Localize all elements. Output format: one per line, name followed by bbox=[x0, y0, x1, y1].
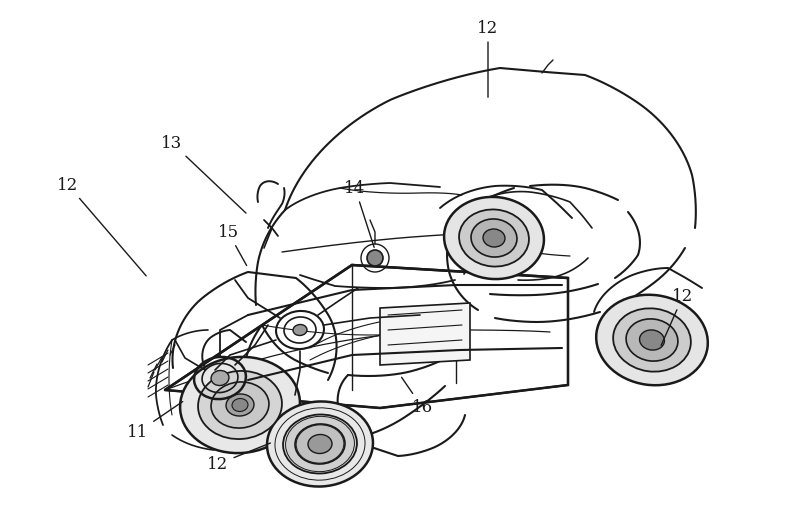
Polygon shape bbox=[380, 303, 470, 365]
Text: 12: 12 bbox=[478, 20, 498, 97]
Ellipse shape bbox=[639, 330, 665, 350]
Text: 12: 12 bbox=[207, 443, 270, 473]
Ellipse shape bbox=[211, 370, 229, 385]
Text: 11: 11 bbox=[127, 401, 182, 440]
Ellipse shape bbox=[459, 210, 529, 267]
Ellipse shape bbox=[444, 197, 544, 279]
Ellipse shape bbox=[483, 229, 505, 247]
Circle shape bbox=[367, 250, 383, 266]
Text: 13: 13 bbox=[162, 135, 246, 213]
Ellipse shape bbox=[295, 424, 345, 464]
Ellipse shape bbox=[613, 308, 691, 372]
Ellipse shape bbox=[180, 357, 300, 453]
Ellipse shape bbox=[226, 394, 254, 416]
Ellipse shape bbox=[267, 401, 373, 487]
Ellipse shape bbox=[596, 295, 708, 385]
Text: 12: 12 bbox=[661, 288, 694, 345]
Ellipse shape bbox=[626, 319, 678, 361]
Ellipse shape bbox=[308, 435, 332, 453]
Text: 16: 16 bbox=[402, 378, 433, 415]
Ellipse shape bbox=[211, 382, 269, 428]
Text: 12: 12 bbox=[58, 176, 146, 276]
Ellipse shape bbox=[293, 324, 307, 335]
Ellipse shape bbox=[283, 414, 357, 474]
Ellipse shape bbox=[232, 398, 248, 411]
Text: 14: 14 bbox=[344, 179, 374, 248]
Ellipse shape bbox=[471, 219, 517, 257]
Text: 15: 15 bbox=[218, 224, 246, 266]
Ellipse shape bbox=[198, 371, 282, 439]
